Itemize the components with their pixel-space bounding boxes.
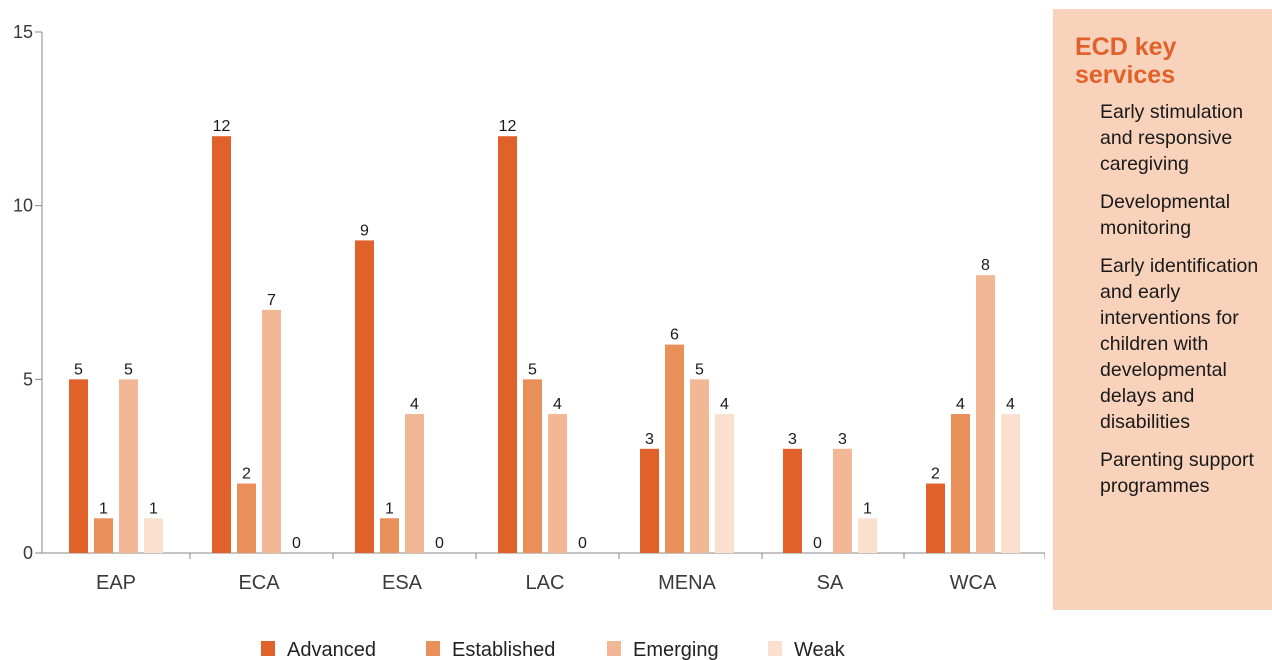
legend-item: Weak	[768, 639, 846, 660]
data-label: 4	[410, 396, 419, 413]
data-label: 4	[1006, 396, 1015, 413]
data-label: 0	[292, 535, 301, 552]
data-label: 7	[267, 292, 276, 309]
bar	[715, 414, 734, 553]
data-label: 3	[838, 431, 847, 448]
bar	[380, 518, 399, 553]
bar	[548, 414, 567, 553]
bar	[640, 448, 659, 553]
data-label: 0	[435, 535, 444, 552]
data-label: 5	[74, 361, 83, 378]
data-label: 4	[956, 396, 965, 413]
legend-label: Emerging	[633, 639, 719, 660]
bar	[523, 379, 542, 553]
bar	[498, 136, 517, 553]
legend-label: Weak	[794, 639, 846, 660]
side-panel-item: Parenting support programmes	[1100, 449, 1254, 497]
data-label: 5	[528, 361, 537, 378]
data-label: 2	[242, 466, 251, 483]
data-label: 12	[499, 118, 517, 135]
bar	[237, 483, 256, 553]
bar	[951, 414, 970, 553]
bar	[69, 379, 88, 553]
legend-swatch	[261, 641, 275, 656]
legend-swatch	[607, 641, 621, 656]
data-label: 1	[863, 500, 872, 517]
bar	[262, 309, 281, 553]
y-tick-label: 5	[23, 369, 33, 389]
data-label: 12	[213, 118, 231, 135]
legend-swatch	[426, 641, 440, 656]
legend-label: Advanced	[287, 639, 376, 660]
x-category-label: WCA	[950, 572, 997, 594]
bar	[665, 344, 684, 553]
side-panel-item: Early identification and early intervent…	[1100, 255, 1259, 433]
data-label: 0	[813, 535, 822, 552]
chart-bars	[69, 136, 1020, 553]
data-label: 2	[931, 466, 940, 483]
x-category-label: ECA	[238, 572, 280, 594]
data-label: 6	[670, 327, 679, 344]
data-label: 0	[578, 535, 587, 552]
side-panel-item: Early stimulation and responsive caregiv…	[1100, 101, 1244, 175]
bar	[144, 518, 163, 553]
x-category-label: MENA	[658, 572, 716, 594]
bar	[94, 518, 113, 553]
bar	[783, 448, 802, 553]
x-category-label: ESA	[382, 572, 423, 594]
y-tick-label: 0	[23, 543, 33, 563]
legend-swatch	[768, 641, 782, 656]
legend-item: Emerging	[607, 639, 719, 660]
chart-legend: Advanced Established Emerging Weak	[261, 639, 846, 660]
side-panel-title: ECD key services	[1075, 33, 1177, 89]
x-category-label: LAC	[526, 572, 565, 594]
legend-item: Established	[426, 639, 555, 660]
bar	[833, 448, 852, 553]
bar	[355, 240, 374, 553]
data-label: 1	[385, 500, 394, 517]
data-label: 4	[720, 396, 729, 413]
data-label: 3	[788, 431, 797, 448]
data-label: 9	[360, 222, 369, 239]
bar	[976, 275, 995, 553]
data-label: 3	[645, 431, 654, 448]
side-panel-list: Early stimulation and responsive caregiv…	[1100, 99, 1272, 499]
side-panel-item: Developmental monitoring	[1100, 191, 1231, 239]
data-label: 1	[99, 500, 108, 517]
y-tick-label: 15	[13, 22, 33, 42]
y-tick-label: 10	[13, 196, 33, 216]
legend-label: Established	[452, 639, 555, 660]
ecd-key-services-panel: ECD key services Early stimulation and r…	[1053, 9, 1272, 610]
data-label: 1	[149, 500, 158, 517]
data-label: 8	[981, 257, 990, 274]
x-category-label: EAP	[96, 572, 136, 594]
bar	[926, 483, 945, 553]
data-label: 5	[124, 361, 133, 378]
bar	[858, 518, 877, 553]
bar	[405, 414, 424, 553]
x-category-label: SA	[817, 572, 844, 594]
bar	[119, 379, 138, 553]
data-label: 4	[553, 396, 562, 413]
bar	[212, 136, 231, 553]
bar	[690, 379, 709, 553]
legend-item: Advanced	[261, 639, 376, 660]
bar	[1001, 414, 1020, 553]
data-label: 5	[695, 361, 704, 378]
